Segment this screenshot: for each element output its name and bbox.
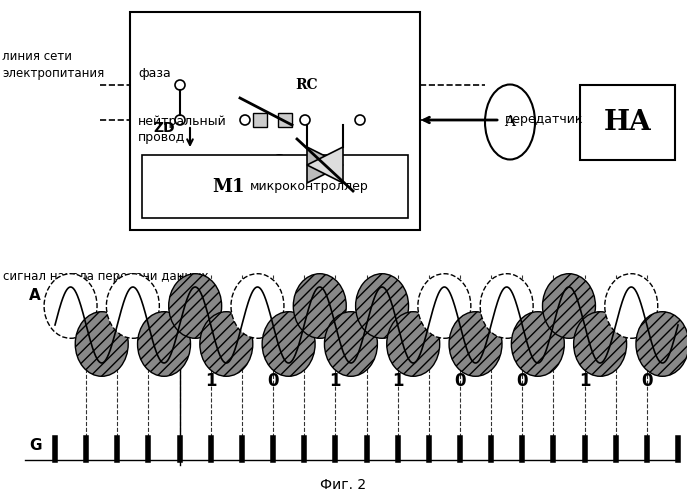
Ellipse shape bbox=[231, 274, 284, 338]
Ellipse shape bbox=[76, 312, 128, 376]
Ellipse shape bbox=[574, 312, 627, 376]
Text: микроконтроллер: микроконтроллер bbox=[250, 180, 369, 193]
Text: HA: HA bbox=[604, 109, 651, 136]
Ellipse shape bbox=[485, 84, 535, 160]
Bar bbox=[278, 113, 292, 127]
Text: 0: 0 bbox=[641, 372, 653, 390]
Ellipse shape bbox=[511, 312, 564, 376]
Ellipse shape bbox=[137, 312, 190, 376]
Text: Фиг. 2: Фиг. 2 bbox=[320, 478, 366, 492]
Bar bbox=[142, 155, 408, 218]
Text: T: T bbox=[346, 183, 354, 196]
Ellipse shape bbox=[449, 312, 502, 376]
Text: A: A bbox=[504, 115, 515, 129]
Text: M1: M1 bbox=[212, 178, 245, 196]
Ellipse shape bbox=[106, 274, 159, 338]
Bar bbox=[130, 12, 420, 230]
Text: 0: 0 bbox=[267, 372, 279, 390]
Text: сигнал начала передачи данных: сигнал начала передачи данных bbox=[3, 270, 208, 283]
Text: 1: 1 bbox=[392, 372, 403, 390]
Text: фаза: фаза bbox=[138, 67, 171, 80]
Polygon shape bbox=[307, 147, 343, 183]
Bar bbox=[253, 113, 267, 127]
Text: нейтральный
провод: нейтральный провод bbox=[138, 115, 227, 144]
Text: передатчик: передатчик bbox=[505, 114, 583, 126]
Ellipse shape bbox=[262, 312, 315, 376]
Text: ZD: ZD bbox=[153, 120, 175, 134]
Text: SA: SA bbox=[256, 0, 294, 4]
Text: 1: 1 bbox=[330, 372, 341, 390]
Ellipse shape bbox=[44, 274, 97, 338]
Ellipse shape bbox=[543, 274, 596, 338]
Text: G: G bbox=[29, 438, 41, 452]
Ellipse shape bbox=[636, 312, 687, 376]
Ellipse shape bbox=[169, 274, 222, 338]
Ellipse shape bbox=[605, 274, 657, 338]
Ellipse shape bbox=[356, 274, 409, 338]
Ellipse shape bbox=[324, 312, 377, 376]
Text: линия сети
электропитания: линия сети электропитания bbox=[2, 50, 104, 80]
Polygon shape bbox=[307, 147, 343, 183]
Text: 0: 0 bbox=[454, 372, 466, 390]
Ellipse shape bbox=[480, 274, 533, 338]
Text: RC: RC bbox=[295, 78, 317, 92]
Ellipse shape bbox=[387, 312, 440, 376]
Bar bbox=[580, 85, 675, 160]
Ellipse shape bbox=[200, 312, 253, 376]
Ellipse shape bbox=[418, 274, 471, 338]
Text: 0: 0 bbox=[517, 372, 528, 390]
Text: 1: 1 bbox=[205, 372, 216, 390]
Text: A: A bbox=[29, 288, 41, 302]
Text: G: G bbox=[273, 153, 284, 167]
Ellipse shape bbox=[293, 274, 346, 338]
Text: 1: 1 bbox=[579, 372, 590, 390]
